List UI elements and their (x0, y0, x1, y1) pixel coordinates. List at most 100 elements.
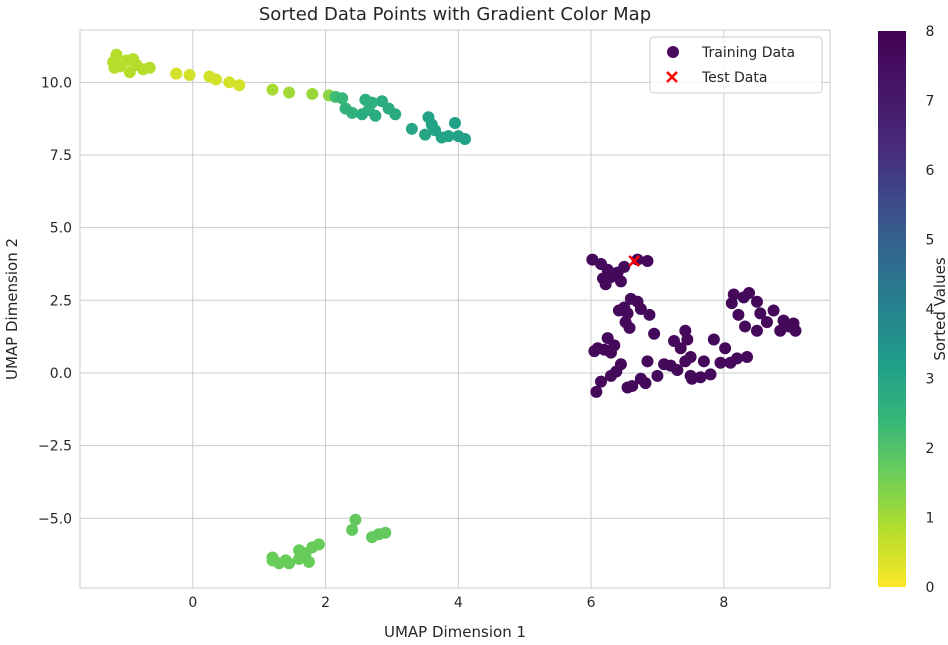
legend-training-marker (667, 46, 679, 58)
training-data-point (143, 61, 156, 74)
training-data-point (442, 130, 455, 143)
training-data-point (266, 83, 279, 96)
y-tick-label: −5.0 (38, 511, 72, 527)
training-data-point (719, 342, 732, 355)
legend-training-label: Training Data (701, 45, 795, 61)
training-data-point (743, 287, 756, 300)
training-data-point (123, 66, 136, 79)
y-axis-label: UMAP Dimension 2 (3, 238, 21, 380)
training-data-point (679, 355, 692, 368)
training-data-point (389, 108, 402, 121)
training-data-point (170, 67, 183, 80)
training-data-point (639, 377, 652, 390)
training-data-point (210, 73, 223, 86)
training-data-point (681, 333, 694, 346)
training-data-point (618, 260, 631, 273)
plot-points (107, 48, 802, 570)
training-data-point (704, 368, 717, 381)
legend-test-label: Test Data (701, 70, 767, 86)
training-data-point (266, 551, 279, 564)
colorbar-tick-label: 4 (926, 302, 935, 318)
colorbar-tick-label: 7 (926, 94, 935, 110)
colorbar-tick-label: 2 (926, 441, 935, 457)
chart-title: Sorted Data Points with Gradient Color M… (259, 4, 651, 25)
training-data-point (312, 538, 325, 551)
training-data-point (419, 128, 432, 141)
training-data-point (346, 523, 359, 536)
training-data-point (306, 87, 319, 100)
training-data-point (283, 86, 296, 99)
x-tick-label: 4 (454, 595, 463, 611)
y-tick-label: 5.0 (50, 221, 72, 237)
colorbar-tick-label: 1 (926, 511, 935, 527)
training-data-point (458, 132, 471, 145)
training-data-point (750, 295, 763, 308)
training-data-point (767, 304, 780, 317)
test-data-point (628, 255, 641, 267)
training-data-point (183, 69, 196, 82)
training-data-point (223, 76, 236, 89)
training-data-point (741, 350, 754, 363)
x-axis-label: UMAP Dimension 1 (384, 623, 526, 641)
training-data-point (732, 308, 745, 321)
training-data-point (641, 255, 654, 268)
training-data-point (233, 79, 246, 92)
y-tick-label: 0.0 (50, 366, 72, 382)
y-tick-label: −2.5 (38, 439, 72, 455)
training-data-point (674, 342, 687, 355)
x-tick-label: 6 (587, 595, 596, 611)
colorbar-tick-label: 5 (926, 233, 935, 249)
training-data-point (336, 92, 349, 105)
training-data-point (626, 380, 639, 393)
training-data-point (369, 109, 382, 122)
training-data-point (739, 320, 752, 333)
colorbar-tick-label: 6 (926, 163, 935, 179)
training-data-point (604, 369, 617, 382)
training-data-point (750, 324, 763, 337)
training-data-point (356, 108, 369, 121)
training-data-point (648, 327, 661, 340)
training-data-point (634, 303, 647, 315)
training-data-point (754, 307, 767, 320)
plot-area-frame (79, 29, 831, 589)
training-data-point (405, 122, 418, 135)
training-data-point (108, 61, 121, 74)
colorbar-ticks: 0 1 2 3 4 5 6 7 8 (926, 24, 935, 596)
training-data-point (731, 352, 744, 365)
legend-test-marker (666, 71, 678, 83)
training-data-point (725, 297, 738, 310)
colorbar-tick-label: 0 (926, 580, 935, 596)
colorbar-label: Sorted Values (931, 257, 948, 360)
training-data-point (760, 316, 773, 329)
training-data-point (604, 346, 617, 359)
training-data-point (349, 513, 362, 526)
training-data-point (707, 333, 720, 346)
training-data-point (789, 324, 802, 337)
training-data-point (714, 356, 727, 369)
training-data-point (379, 526, 392, 539)
training-data-point (590, 385, 603, 398)
training-data-point (302, 555, 315, 568)
training-data-point (599, 278, 612, 291)
legend-box (649, 36, 823, 94)
y-tick-label: 10.0 (41, 75, 72, 91)
training-data-point (641, 355, 654, 368)
colorbar-gradient (878, 31, 906, 587)
training-data-point (697, 355, 710, 368)
training-data-point (346, 106, 359, 119)
training-data-point (643, 308, 656, 321)
training-data-point (694, 371, 707, 384)
test-marker-stroke (628, 255, 641, 267)
y-tick-label: 7.5 (50, 148, 72, 164)
training-data-point (595, 375, 608, 388)
training-data-point (623, 321, 636, 334)
x-tick-label: 0 (188, 595, 197, 611)
x-tick-label: 8 (719, 595, 728, 611)
legend: Training Data Test Data (649, 36, 823, 94)
training-data-point (449, 117, 461, 129)
x-tick-label: 2 (321, 595, 330, 611)
colorbar-tick-label: 3 (926, 372, 935, 388)
colorbar: 0 1 2 3 4 5 6 7 8 Sorted Values (878, 24, 948, 596)
colorbar-tick-label: 8 (926, 24, 935, 40)
